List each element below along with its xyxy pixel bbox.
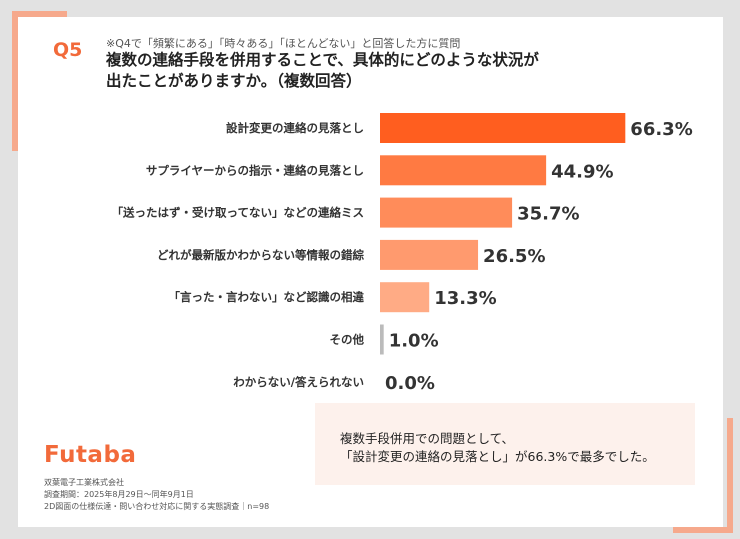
- value-label: 1.0%: [389, 331, 439, 352]
- bar: [380, 197, 513, 228]
- bar: [380, 113, 626, 143]
- question-title-line2: 出たことがありますか。（複数回答）: [106, 72, 362, 90]
- category-label: どれが最新版かわからない等情報の錯綜: [157, 248, 364, 262]
- corner-decoration-top: [12, 11, 67, 17]
- value-label: 26.5%: [483, 246, 545, 267]
- corner-decoration-bottom: [673, 527, 733, 533]
- question-title: 複数の連絡手段を併用することで、具体的にどのような状況が 出たことがありますか。…: [106, 50, 666, 92]
- category-label: その他: [330, 333, 365, 347]
- futaba-logo: Futaba: [44, 442, 137, 468]
- category-label: 「言った・言わない」など認識の相違: [169, 290, 365, 304]
- bar: [380, 239, 479, 270]
- corner-decoration-left: [12, 11, 18, 151]
- value-label: 13.3%: [434, 288, 496, 309]
- corner-decoration-right: [727, 418, 733, 533]
- category-label: 設計変更の連絡の見落とし: [226, 121, 364, 135]
- footer-company: 双葉電子工業株式会社: [44, 478, 124, 487]
- footer-period: 調査期間：2025年8月29日～同年9月1日: [44, 490, 194, 499]
- value-label: 0.0%: [385, 373, 435, 394]
- value-label: 66.3%: [630, 119, 692, 140]
- bar: [380, 324, 384, 355]
- bar: [380, 155, 547, 186]
- category-label: 「送ったはず・受け取ってない」などの連絡ミス: [112, 206, 364, 220]
- infographic-card: Q5 ※Q4で「頻繁にある」「時々ある」「ほとんどない」と回答した方に質問 複数…: [18, 17, 723, 527]
- category-label: わからない/答えられない: [233, 375, 364, 389]
- summary-line2: 「設計変更の連絡の見落とし」が66.3%で最多でした。: [340, 449, 655, 464]
- summary-box: 複数手段併用での問題として、 「設計変更の連絡の見落とし」が66.3%で最多でし…: [315, 403, 695, 485]
- summary-text: 複数手段併用での問題として、 「設計変更の連絡の見落とし」が66.3%で最多でし…: [340, 430, 655, 466]
- footer-survey: 2D図面の仕様伝達・問い合わせ対応に関する実態調査｜n=98: [44, 502, 270, 511]
- bar-chart: 設計変更の連絡の見落とし 66.3% サプライヤーからの指示・連絡の見落とし 44.9…: [112, 113, 693, 394]
- question-title-line1: 複数の連絡手段を併用することで、具体的にどのような状況が: [106, 51, 539, 69]
- value-label: 35.7%: [517, 204, 579, 225]
- bar: [380, 282, 430, 313]
- summary-line1: 複数手段併用での問題として、: [340, 431, 515, 446]
- category-label: サプライヤーからの指示・連絡の見落とし: [146, 163, 364, 177]
- question-note: ※Q4で「頻繁にある」「時々ある」「ほとんどない」と回答した方に質問: [106, 37, 461, 50]
- question-number: Q5: [53, 39, 83, 61]
- value-label: 44.9%: [551, 161, 613, 182]
